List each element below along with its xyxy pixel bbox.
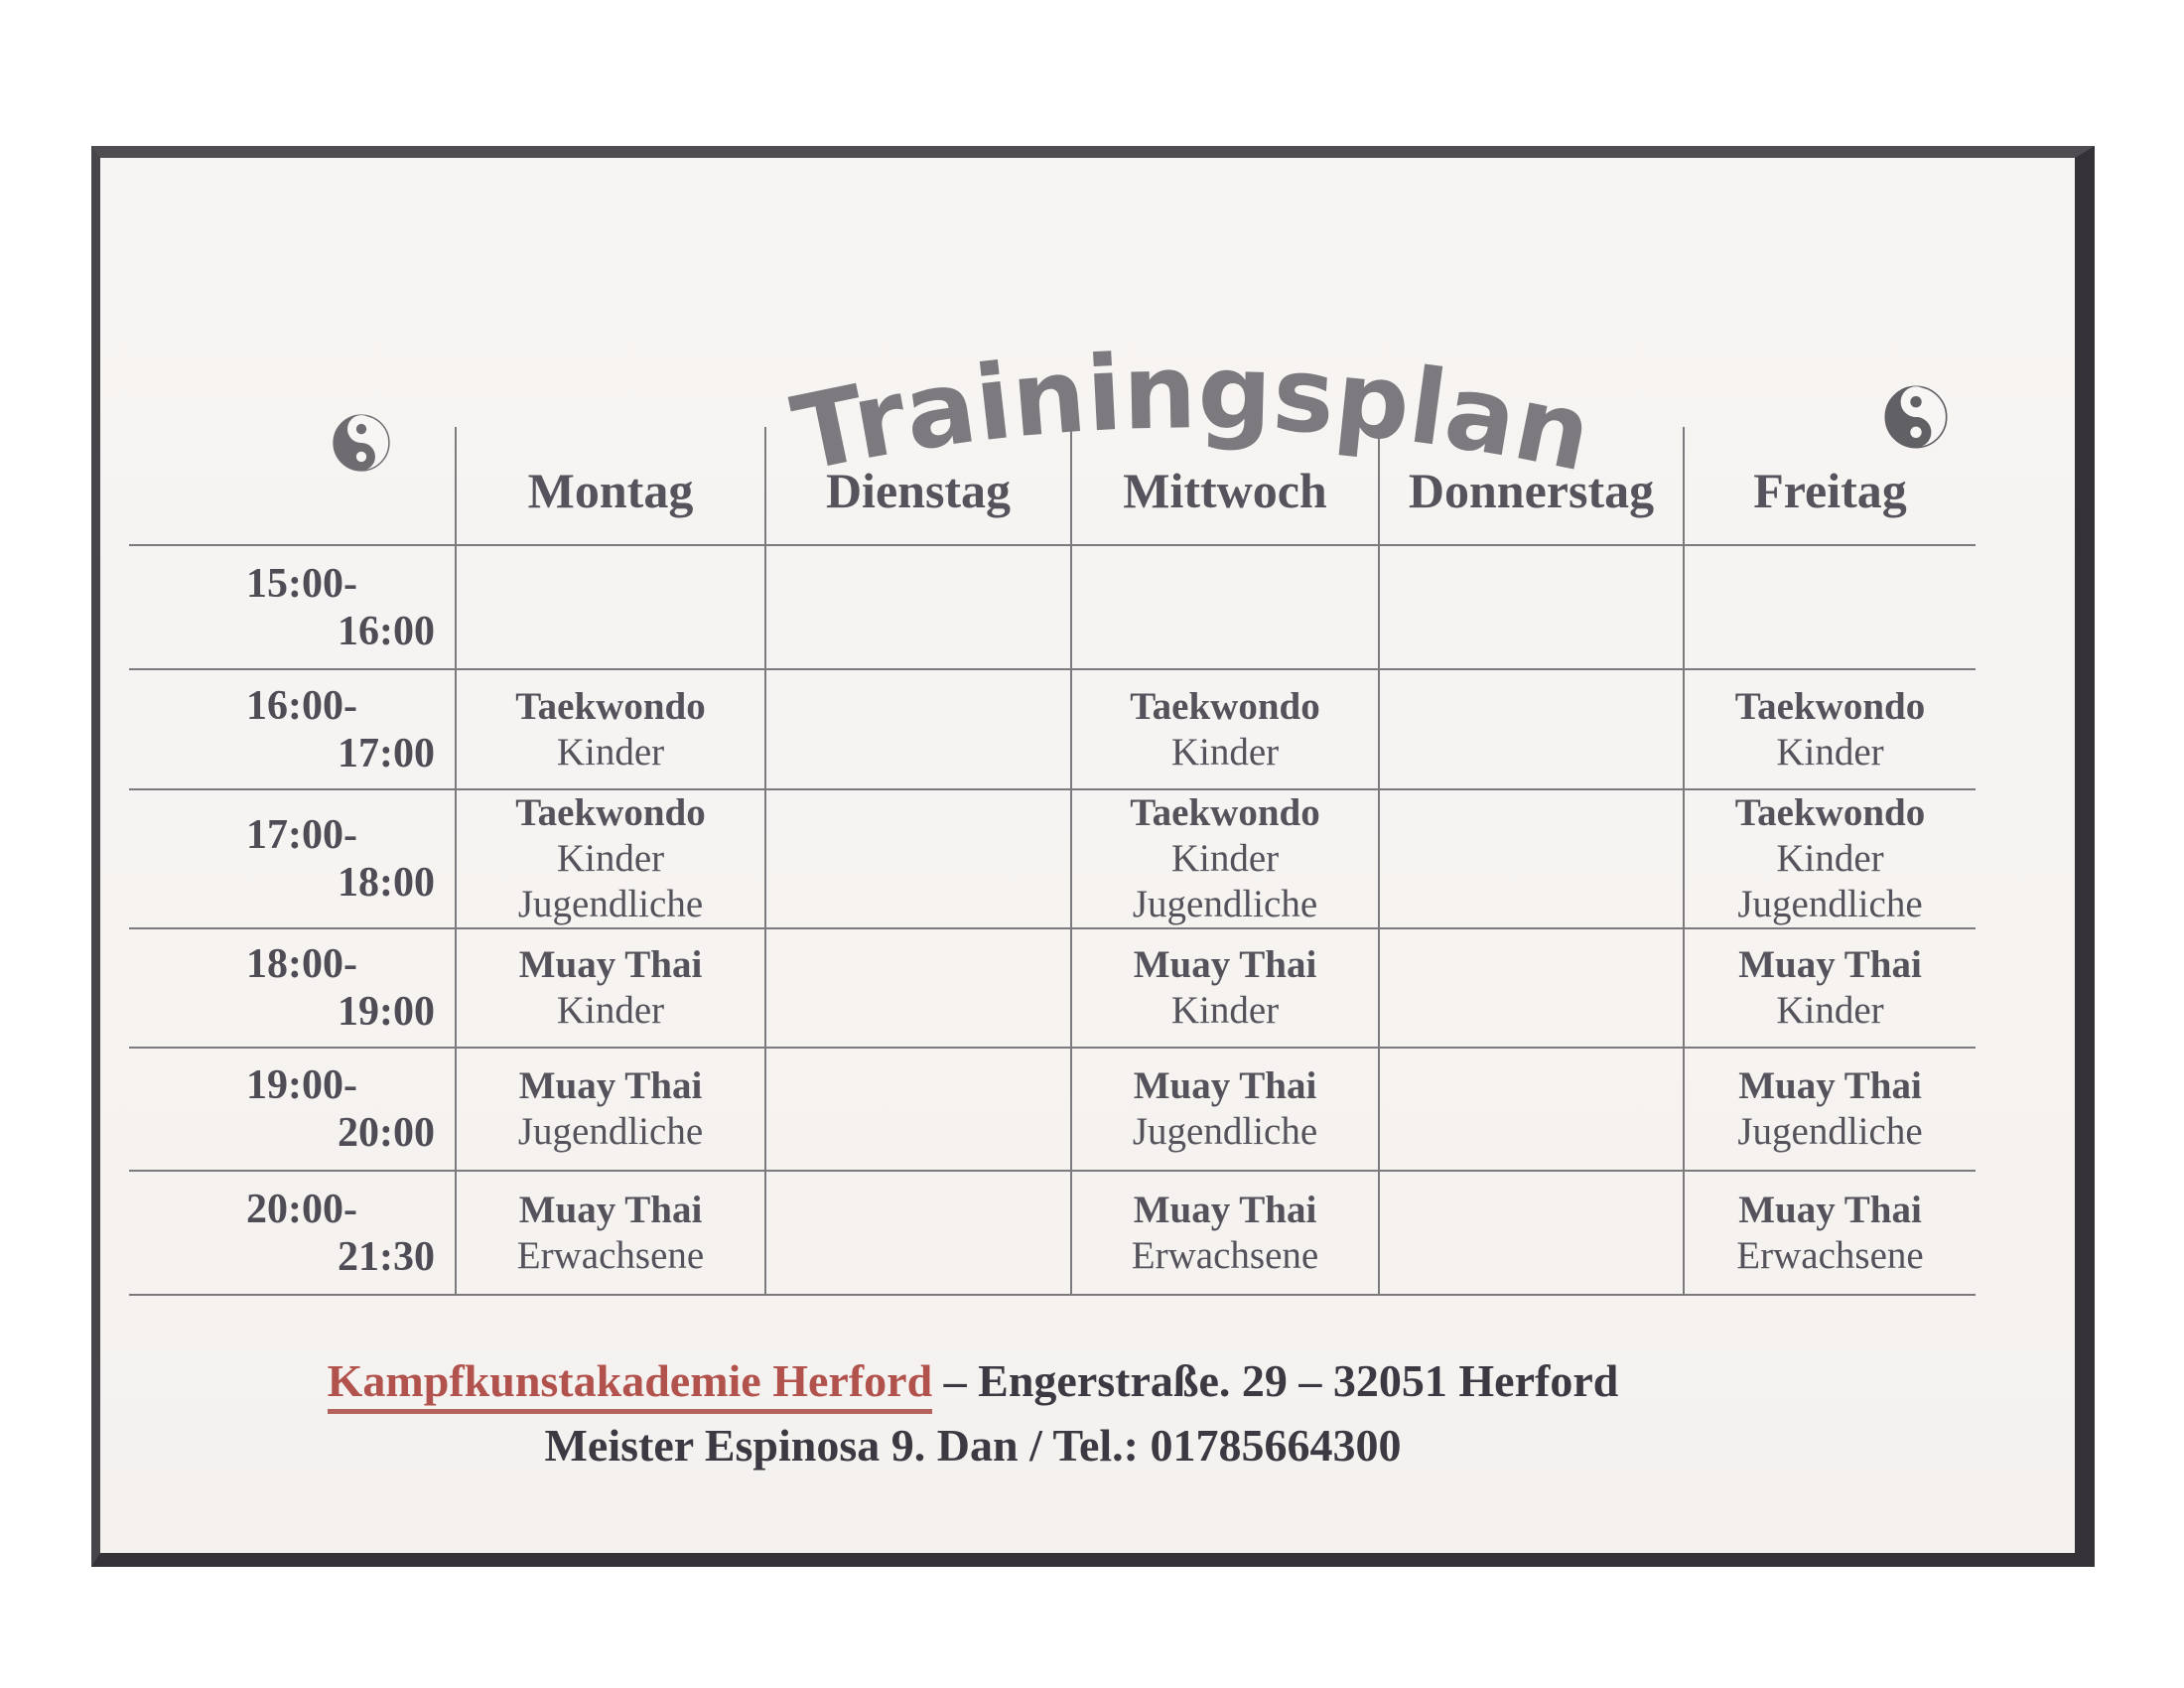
time-column-header-spacer	[129, 427, 455, 546]
schedule-cell-do-16	[1378, 670, 1683, 790]
time-end: 17:00	[338, 730, 435, 776]
class-group: Jugendliche	[1132, 1110, 1318, 1153]
schedule-cell-mo-16: Taekwondo Kinder	[455, 670, 764, 790]
schedule-cell-fr-19: Muay Thai Jugendliche	[1683, 1049, 1976, 1172]
time-cell: 15:00- 16:00	[129, 546, 455, 670]
schedule-cell-di-15	[764, 546, 1070, 670]
day-header-freitag: Freitag	[1683, 427, 1976, 546]
day-header-dienstag: Dienstag	[764, 427, 1070, 546]
schedule-cell-do-17	[1378, 790, 1683, 929]
class-group: Kinder	[556, 837, 665, 880]
schedule-cell-fr-17: Taekwondo Kinder Jugendliche	[1683, 790, 1976, 929]
time-cell: 19:00- 20:00	[129, 1049, 455, 1172]
class-name: Taekwondo	[1734, 684, 1926, 728]
time-cell: 16:00- 17:00	[129, 670, 455, 790]
time-start: 15:00-	[246, 560, 357, 607]
class-name: Muay Thai	[1133, 943, 1317, 986]
schedule-cell-di-17	[764, 790, 1070, 929]
schedule-cell-fr-15	[1683, 546, 1976, 670]
time-cell: 18:00- 19:00	[129, 929, 455, 1049]
class-group: Jugendliche	[1737, 1110, 1923, 1153]
class-name: Muay Thai	[518, 1188, 703, 1231]
training-schedule-table: Montag Dienstag Mittwoch Donnerstag Frei…	[129, 427, 1976, 1296]
class-group: Jugendliche	[517, 1110, 704, 1153]
time-start: 16:00-	[246, 682, 357, 729]
time-cell: 20:00- 21:30	[129, 1172, 455, 1296]
schedule-cell-mo-17: Taekwondo Kinder Jugendliche	[455, 790, 764, 929]
schedule-cell-mi-18: Muay Thai Kinder	[1070, 929, 1378, 1049]
time-cell: 17:00- 18:00	[129, 790, 455, 929]
schedule-cell-di-19	[764, 1049, 1070, 1172]
class-group: Erwachsene	[1736, 1233, 1924, 1277]
schedule-cell-di-18	[764, 929, 1070, 1049]
class-group: Kinder	[1170, 837, 1280, 880]
class-group: Kinder	[1776, 837, 1884, 880]
class-name: Muay Thai	[518, 1064, 703, 1107]
page-title: Trainingsplan	[783, 331, 1601, 495]
address-line: Kampfkunstakademie Herford – Engerstraße…	[99, 1354, 1846, 1414]
schedule-cell-do-19	[1378, 1049, 1683, 1172]
schedule-cell-mi-17: Taekwondo Kinder Jugendliche	[1070, 790, 1378, 929]
schedule-cell-mi-15	[1070, 546, 1378, 670]
class-group: Erwachsene	[516, 1233, 705, 1277]
schedule-cell-mi-16: Taekwondo Kinder	[1070, 670, 1378, 790]
schedule-cell-mi-20: Muay Thai Erwachsene	[1070, 1172, 1378, 1296]
class-group: Erwachsene	[1131, 1233, 1319, 1277]
schedule-cell-do-20	[1378, 1172, 1683, 1296]
class-name: Muay Thai	[1738, 943, 1922, 986]
schedule-cell-mo-20: Muay Thai Erwachsene	[455, 1172, 764, 1296]
class-group: Kinder	[556, 730, 665, 774]
class-group: Kinder	[1170, 989, 1280, 1032]
time-start: 17:00-	[246, 812, 357, 858]
class-group: Jugendliche	[517, 883, 704, 925]
class-group: Jugendliche	[1737, 883, 1923, 925]
class-name: Muay Thai	[1133, 1064, 1317, 1107]
schedule-cell-mo-19: Muay Thai Jugendliche	[455, 1049, 764, 1172]
time-end: 16:00	[338, 608, 435, 654]
class-name: Muay Thai	[1738, 1064, 1922, 1107]
schedule-cell-mi-19: Muay Thai Jugendliche	[1070, 1049, 1378, 1172]
academy-name-red-underlined: Kampfkunstakademie Herford	[327, 1355, 933, 1414]
class-name: Muay Thai	[1738, 1188, 1922, 1231]
schedule-cell-di-16	[764, 670, 1070, 790]
scanned-paper-sheet: Trainingsplan	[91, 146, 2095, 1567]
time-end: 18:00	[338, 860, 435, 906]
class-name: Taekwondo	[1130, 684, 1320, 728]
footer: Kampfkunstakademie Herford – Engerstraße…	[99, 1354, 1846, 1472]
time-end: 21:30	[338, 1233, 435, 1280]
time-end: 20:00	[338, 1110, 435, 1156]
schedule-cell-mo-15	[455, 546, 764, 670]
yin-yang-icon-left	[333, 414, 390, 472]
schedule-cell-fr-18: Muay Thai Kinder	[1683, 929, 1976, 1049]
schedule-cell-mo-18: Muay Thai Kinder	[455, 929, 764, 1049]
class-name: Muay Thai	[1133, 1188, 1317, 1231]
time-start: 19:00-	[246, 1062, 357, 1108]
yin-yang-icon-right	[1884, 385, 1948, 449]
class-group: Kinder	[1776, 989, 1884, 1032]
class-group: Kinder	[1170, 730, 1280, 774]
address-text: – Engerstraße. 29 – 32051 Herford	[932, 1355, 1619, 1406]
class-group: Jugendliche	[1132, 883, 1318, 925]
schedule-cell-fr-20: Muay Thai Erwachsene	[1683, 1172, 1976, 1296]
class-name: Taekwondo	[1130, 791, 1320, 834]
day-header-montag: Montag	[455, 427, 764, 546]
schedule-cell-di-20	[764, 1172, 1070, 1296]
class-group: Kinder	[1776, 730, 1884, 774]
class-name: Taekwondo	[515, 791, 706, 834]
class-group: Kinder	[556, 989, 665, 1032]
time-start: 18:00-	[246, 941, 357, 987]
class-name: Taekwondo	[1734, 791, 1926, 834]
schedule-cell-do-15	[1378, 546, 1683, 670]
day-header-mittwoch: Mittwoch	[1070, 427, 1378, 546]
schedule-cell-do-18	[1378, 929, 1683, 1049]
contact-line: Meister Espinosa 9. Dan / Tel.: 01785664…	[544, 1420, 1402, 1471]
time-start: 20:00-	[246, 1186, 357, 1232]
schedule-cell-fr-16: Taekwondo Kinder	[1683, 670, 1976, 790]
class-name: Muay Thai	[518, 943, 703, 986]
day-header-donnerstag: Donnerstag	[1378, 427, 1683, 546]
class-name: Taekwondo	[515, 684, 706, 728]
time-end: 19:00	[338, 989, 435, 1035]
